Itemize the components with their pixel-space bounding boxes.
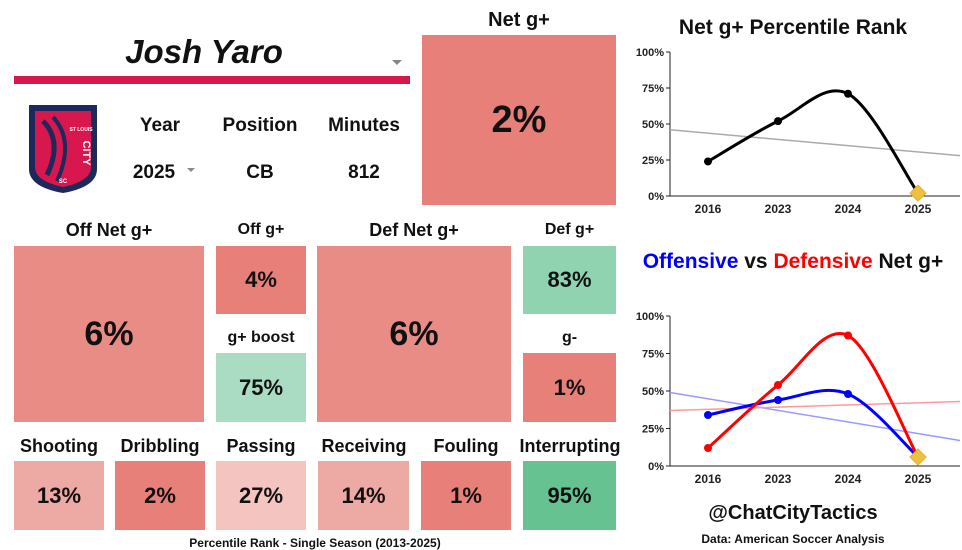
def-g-tile: 83% xyxy=(523,246,616,314)
off-g-value: 4% xyxy=(245,267,277,292)
g-minus-tile: 1% xyxy=(523,353,616,422)
chart2-ytick-label: 100% xyxy=(636,311,664,323)
receiving-value: 14% xyxy=(341,482,386,508)
crest-line3: SC xyxy=(59,179,68,185)
chart2-ytick-label: 50% xyxy=(642,386,664,398)
chart1-xtick-label: 2024 xyxy=(835,202,862,216)
chart1-point xyxy=(704,157,712,166)
def-net-tile: 6% xyxy=(317,246,511,422)
position-value: CB xyxy=(246,162,274,183)
chart1-xtick-label: 2016 xyxy=(695,202,722,216)
chart2-ytick-label: 0% xyxy=(648,461,664,473)
chart2-title: Offensive vs Defensive Net g+ xyxy=(630,250,956,274)
chart2-series-line xyxy=(707,389,920,459)
chart2-title-netg: Net g+ xyxy=(872,250,944,273)
off-net-tile: 6% xyxy=(14,246,204,422)
position-label: Position xyxy=(222,115,298,136)
chart2-ytick-label: 25% xyxy=(642,424,664,436)
net-g-tile: 2% xyxy=(422,35,616,205)
interrupting-label: Interrupting xyxy=(519,436,621,456)
chart1-current-marker xyxy=(909,184,927,202)
def-g-label: Def g+ xyxy=(544,221,595,238)
chart2-point xyxy=(774,396,782,404)
passing-label: Passing xyxy=(226,436,296,456)
year-value[interactable]: 2025 xyxy=(132,162,176,183)
chart2-title-defensive: Defensive xyxy=(773,250,873,273)
chart2-xtick-label: 2024 xyxy=(835,472,862,486)
dribbling-tile: 2% xyxy=(115,461,205,530)
off-g-label: Off g+ xyxy=(237,221,285,238)
year-dropdown-chevron-icon[interactable] xyxy=(187,168,195,172)
g-boost-tile: 75% xyxy=(216,353,306,422)
shooting-tile: 13% xyxy=(14,461,104,530)
player-dropdown-chevron-icon[interactable] xyxy=(392,60,402,65)
interrupting-tile: 95% xyxy=(523,461,616,530)
chart1-ytick-label: 50% xyxy=(642,119,664,131)
passing-value: 27% xyxy=(238,482,284,508)
data-source: Data: American Soccer Analysis xyxy=(701,532,885,546)
chart1-ytick-label: 0% xyxy=(648,191,664,203)
off-net-value: 6% xyxy=(84,314,134,353)
crest-line2: CITY xyxy=(80,140,92,166)
g-minus-label: g- xyxy=(561,329,578,346)
off-g-tile: 4% xyxy=(216,246,306,314)
club-crest: ST LOUIS CITY SC xyxy=(29,105,97,193)
chart2-trend-line xyxy=(669,391,961,442)
shooting-value: 13% xyxy=(36,482,82,508)
def-g-value: 83% xyxy=(547,267,592,292)
chart2-point xyxy=(844,390,852,398)
net-g-value: 2% xyxy=(491,98,547,141)
chart2-ytick-label: 75% xyxy=(642,349,664,361)
brand-bar xyxy=(14,76,410,84)
chart2-xtick-label: 2023 xyxy=(765,472,792,486)
chart1-series-line xyxy=(707,89,920,194)
chart1-xtick-label: 2023 xyxy=(765,202,792,216)
chart2-point xyxy=(704,411,712,419)
fouling-label: Fouling xyxy=(433,436,499,456)
fouling-value: 1% xyxy=(450,482,482,508)
def-net-value: 6% xyxy=(389,314,439,353)
g-boost-value: 75% xyxy=(238,374,284,400)
passing-tile: 27% xyxy=(216,461,306,530)
receiving-tile: 14% xyxy=(318,461,409,530)
dribbling-label: Dribbling xyxy=(120,436,200,456)
chart2-xtick-label: 2016 xyxy=(695,472,722,486)
chart2-title-offensive: Offensive xyxy=(642,250,739,273)
g-minus-value: 1% xyxy=(553,374,586,400)
interrupting-value: 95% xyxy=(547,482,592,508)
chart2-current-marker xyxy=(909,448,927,466)
chart2-point xyxy=(774,381,782,389)
minutes-value: 812 xyxy=(348,162,380,183)
crest-line1: ST LOUIS xyxy=(69,127,93,133)
g-boost-label: g+ boost xyxy=(227,329,295,346)
shooting-label: Shooting xyxy=(20,436,98,456)
chart1-ytick-label: 100% xyxy=(636,47,664,59)
net-g-label: Net g+ xyxy=(488,9,550,31)
chart2-title-vs: vs xyxy=(738,250,774,273)
minutes-label: Minutes xyxy=(328,115,400,136)
chart2-point xyxy=(704,444,712,452)
fouling-tile: 1% xyxy=(421,461,511,530)
net-percentile-chart: 0% 25% 50% 75% 100% 2016 2023 2024 2025 xyxy=(636,47,961,216)
off-def-chart: 0% 25% 50% 75% 100% 2016 2023 2024 2025 xyxy=(636,311,961,486)
receiving-label: Receiving xyxy=(321,436,407,456)
chart1-point xyxy=(844,89,852,98)
chart2-trend-line xyxy=(669,400,961,412)
twitter-handle: @ChatCityTactics xyxy=(708,502,878,524)
footer-note: Percentile Rank - Single Season (2013-20… xyxy=(189,536,441,550)
chart1-ytick-label: 75% xyxy=(642,83,664,95)
year-label: Year xyxy=(139,115,181,136)
chart1-trend-line xyxy=(669,129,961,157)
def-net-label: Def Net g+ xyxy=(369,220,459,240)
chart1-xtick-label: 2025 xyxy=(905,202,932,216)
chart2-xtick-label: 2025 xyxy=(905,472,932,486)
player-name: Josh Yaro xyxy=(125,33,283,70)
chart2-point xyxy=(844,331,852,340)
chart1-ytick-label: 25% xyxy=(642,155,664,167)
off-net-label: Off Net g+ xyxy=(65,220,153,240)
chart1-point xyxy=(774,117,782,126)
chart1-title: Net g+ Percentile Rank xyxy=(678,16,908,39)
dribbling-value: 2% xyxy=(144,482,176,508)
chart2-series-line xyxy=(706,332,920,458)
